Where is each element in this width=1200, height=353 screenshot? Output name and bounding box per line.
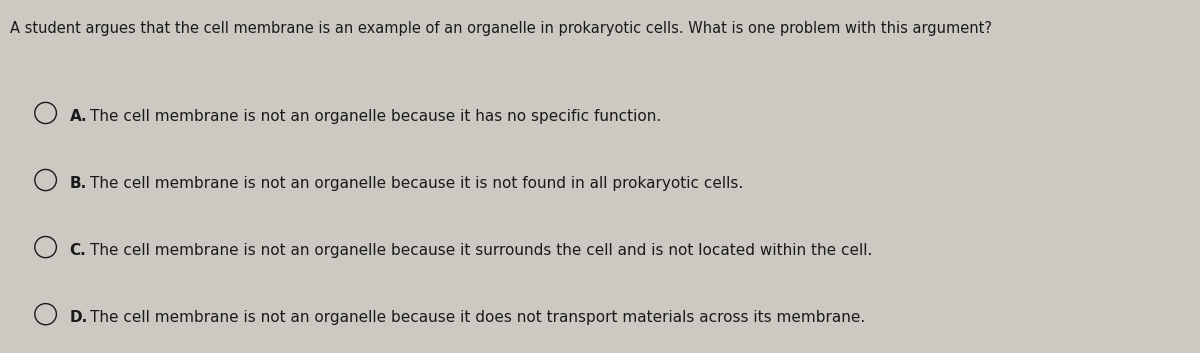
Text: The cell membrane is not an organelle because it is not found in all prokaryotic: The cell membrane is not an organelle be…: [90, 176, 743, 191]
Text: B.: B.: [70, 176, 86, 191]
Text: The cell membrane is not an organelle because it has no specific function.: The cell membrane is not an organelle be…: [90, 109, 661, 124]
Text: A.: A.: [70, 109, 88, 124]
Text: C.: C.: [70, 243, 86, 258]
Text: A student argues that the cell membrane is an example of an organelle in prokary: A student argues that the cell membrane …: [10, 21, 991, 36]
Text: D.: D.: [70, 310, 88, 325]
Text: The cell membrane is not an organelle because it does not transport materials ac: The cell membrane is not an organelle be…: [90, 310, 865, 325]
Text: The cell membrane is not an organelle because it surrounds the cell and is not l: The cell membrane is not an organelle be…: [90, 243, 872, 258]
